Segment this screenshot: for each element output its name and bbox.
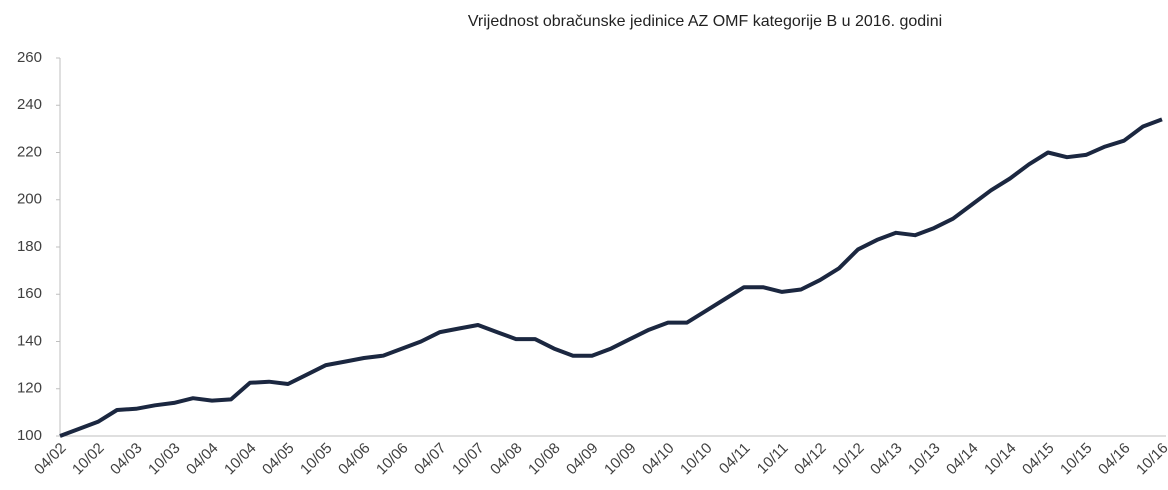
data-line — [59, 117, 1163, 438]
x-tick-label: 10/14 — [981, 440, 1020, 479]
x-tick-label: 04/15 — [1019, 440, 1058, 479]
y-tick-label: 180 — [17, 238, 42, 255]
x-tick-label: 04/04 — [183, 440, 222, 479]
x-tick-label: 10/09 — [601, 440, 640, 479]
x-tick-label: 04/05 — [259, 440, 298, 479]
x-tick-label: 04/12 — [791, 440, 830, 479]
x-tick-label: 10/05 — [297, 440, 336, 479]
x-tick-label: 10/08 — [525, 440, 564, 479]
x-tick-label: 10/11 — [754, 440, 792, 478]
x-tick-label: 04/09 — [563, 440, 602, 479]
x-tick-label: 10/02 — [69, 440, 108, 479]
x-tick-label: 04/14 — [943, 440, 982, 479]
y-tick-label: 100 — [17, 427, 42, 444]
chart-title: Vrijednost obračunske jedinice AZ OMF ka… — [468, 13, 942, 30]
x-tick-label: 04/16 — [1095, 440, 1134, 479]
x-tick-label: 10/12 — [829, 440, 868, 479]
x-tick-label: 10/15 — [1057, 440, 1096, 479]
y-tick-label: 140 — [17, 332, 42, 349]
x-tick-label: 10/16 — [1133, 440, 1168, 479]
x-tick-label: 10/07 — [449, 440, 488, 479]
x-tick-label: 04/11 — [716, 440, 754, 478]
x-tick-label: 10/03 — [145, 440, 184, 479]
x-tick-label: 04/02 — [31, 440, 70, 479]
x-tick-label: 10/13 — [905, 440, 944, 479]
x-tick-label: 04/06 — [335, 440, 374, 479]
y-tick-label: 160 — [17, 285, 42, 302]
x-tick-label: 04/03 — [107, 440, 146, 479]
x-tick-label: 04/10 — [639, 440, 678, 479]
y-tick-label: 200 — [17, 191, 42, 208]
x-tick-label: 04/13 — [867, 440, 906, 479]
x-tick-label: 10/10 — [677, 440, 716, 479]
x-tick-label: 04/07 — [411, 440, 450, 479]
x-tick-label: 10/06 — [373, 440, 412, 479]
x-tick-label: 04/08 — [487, 440, 526, 479]
y-tick-label: 240 — [17, 96, 42, 113]
y-tick-label: 220 — [17, 143, 42, 160]
y-tick-label: 260 — [17, 49, 42, 66]
x-tick-label: 10/04 — [221, 440, 260, 479]
y-tick-label: 120 — [17, 380, 42, 397]
